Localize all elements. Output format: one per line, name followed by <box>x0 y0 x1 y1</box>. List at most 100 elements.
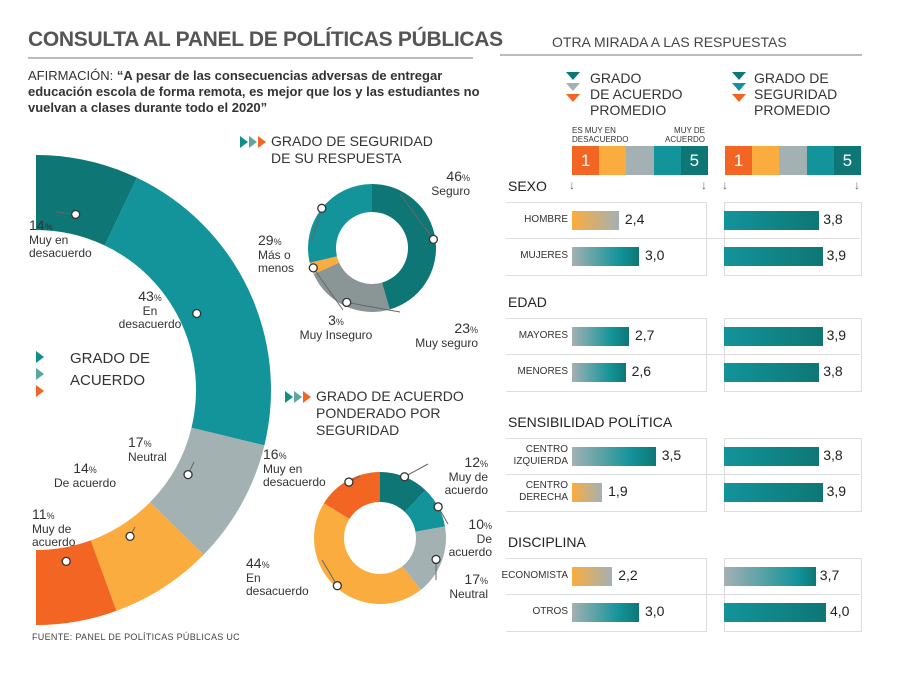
weighted-marker-0 <box>399 472 410 482</box>
security-data-label-0: 46% Seguro <box>420 169 470 198</box>
security-bar-1-0 <box>724 327 823 346</box>
legend-agreement-line1: GRADO <box>590 70 642 86</box>
weighted-data-label-3: 44% En desacuerdo <box>246 556 326 598</box>
weighted-data-label-0: 12% Muy de acuerdo <box>432 455 488 497</box>
security-value-3: 29% <box>258 232 282 248</box>
security-value-2-1: 3,9 <box>826 483 847 499</box>
row-label-0-0: HOMBRE <box>490 214 568 226</box>
agreement-bar-0-0 <box>572 211 619 230</box>
scale-arrow-icon: ↓ <box>722 178 728 192</box>
section-title-2: SENSIBILIDAD POLÍTICA <box>508 414 673 430</box>
security-value-1: 23% <box>454 320 478 336</box>
source-note: FUENTE: PANEL DE POLÍTICAS PÚBLICAS UC <box>32 632 240 642</box>
legend-security-line1: GRADO DE <box>754 70 829 86</box>
weighted-title-line3: SEGURIDAD <box>316 422 400 438</box>
legend-agreement-line3: PROMEDIO <box>590 102 667 118</box>
security-marker-2 <box>308 263 318 273</box>
scale-high-label: MUY DE ACUERDO <box>664 126 705 144</box>
security-bar-0-0 <box>724 211 820 230</box>
weighted-category-label-1-0: De <box>476 532 492 546</box>
weighted-leader-line-3 <box>321 559 338 586</box>
row-label-line-2-1-1: DERECHA <box>519 492 568 503</box>
agreement-value-1: 43% <box>138 288 162 304</box>
security-leader-line-2 <box>312 267 344 311</box>
row-label-line-2-0-0: CENTRO <box>525 444 568 455</box>
security-bar-0-1 <box>724 247 823 266</box>
section-title-0: SEXO <box>508 178 547 194</box>
agreement-value-4: 11% <box>32 506 55 522</box>
panel-security-3 <box>724 558 862 632</box>
security-scale-step-3 <box>779 146 807 175</box>
security-leader-line-1 <box>346 301 401 313</box>
security-bar-3-0 <box>724 567 816 586</box>
row-label-1-0: MAYORES <box>490 330 568 342</box>
security-marker-0 <box>428 234 439 245</box>
agreement-title-line1: GRADO DE ACUERDO <box>70 350 151 389</box>
panel-security-0 <box>724 202 862 276</box>
security-scale-step-2 <box>752 146 780 175</box>
page-title: CONSULTA AL PANEL DE POLÍTICAS PÚBLICAS <box>28 28 503 59</box>
agreement-category-label-2-0: Neutral <box>128 450 167 464</box>
agreement-bar-1-1 <box>572 363 626 382</box>
row-divider-0 <box>506 238 860 239</box>
security-category-label-2-0: Muy Inseguro <box>299 328 373 342</box>
agreement-category-label-4-1: acuerdo <box>32 535 76 549</box>
scale-step-1: 1 <box>572 146 600 175</box>
right-panel-title: OTRA MIRADA A LAS RESPUESTAS <box>500 34 862 56</box>
security-slice-0 <box>372 184 437 310</box>
weighted-title-line2: PONDERADO POR <box>316 405 441 421</box>
agreement-category-label-3-0: De acuerdo <box>53 476 117 490</box>
scale-arrow-icon: ↓ <box>701 178 707 192</box>
scale-step-4 <box>653 146 681 175</box>
weighted-marker-1 <box>433 502 443 512</box>
agreement-scale: 1 5 <box>572 146 709 175</box>
section-title-3: DISCIPLINA <box>508 534 586 550</box>
agreement-slice-3 <box>90 502 204 611</box>
row-label-line-2-1-0: CENTRO <box>525 480 568 491</box>
agreement-data-label-3: 14% De acuerdo <box>40 460 130 490</box>
row-label-2-0: CENTRO IZQUIERDA <box>490 444 568 468</box>
weighted-category-label-0-1: acuerdo <box>444 483 488 497</box>
security-scale-tick-1: 1 <box>733 150 744 170</box>
security-value-0-1: 3,9 <box>826 247 847 263</box>
legend-security-line3: PROMEDIO <box>754 102 831 118</box>
weighted-chart-title: GRADO DE ACUERDO PONDERADO POR SEGURIDAD <box>285 388 485 439</box>
agreement-value-1-1: 2,6 <box>631 363 652 379</box>
agreement-bar-3-1 <box>572 603 639 622</box>
scale-step-3 <box>626 146 654 175</box>
scale-tick-5: 5 <box>689 150 700 170</box>
security-slice-1 <box>313 262 390 313</box>
security-category-label-3-1: menos <box>258 261 295 275</box>
weighted-data-label-1: 10% De acuerdo <box>440 516 492 559</box>
row-label-line-2-0-1: IZQUIERDA <box>513 456 568 467</box>
scale-arrow-icon: ↓ <box>569 178 575 192</box>
weighted-value-1: 10% <box>468 516 492 532</box>
section-title-1: EDAD <box>508 294 547 310</box>
agreement-value-2-1: 1,9 <box>608 483 628 499</box>
weighted-marker-2 <box>431 554 441 565</box>
security-value-1-1: 3,8 <box>823 363 843 379</box>
security-title-line1: GRADO DE SEGURIDAD <box>271 133 433 149</box>
scale-tick-1: 1 <box>580 150 591 170</box>
weighted-title-line1: GRADO DE ACUERDO <box>316 388 464 404</box>
scale-step-2 <box>599 146 627 175</box>
agreement-value-3: 14% <box>73 460 97 476</box>
scale-step-5: 5 <box>680 146 709 175</box>
weighted-category-label-2-0: Neutral <box>449 587 488 601</box>
legend-agreement-icon <box>566 72 580 105</box>
agreement-slice-4 <box>36 540 117 625</box>
security-data-label-1: 23% Muy seguro <box>408 320 478 350</box>
panel-security-1 <box>724 318 862 392</box>
security-leader-line-3 <box>311 208 323 242</box>
security-scale: 1 5 <box>725 146 862 175</box>
row-label-3-0: ECONOMISTA <box>490 570 568 582</box>
agreement-value-1-0: 2,7 <box>634 327 655 343</box>
panel-agreement-2 <box>506 438 707 512</box>
agreement-category-label-1-1: desacuerdo <box>118 317 182 331</box>
row-label-line-1-1-0: MENORES <box>517 366 568 377</box>
weighted-marker-4 <box>344 477 354 487</box>
security-scale-step-5: 5 <box>833 146 862 175</box>
agreement-value-0-0: 2,4 <box>624 211 645 227</box>
statement-text: “A pesar de las consecuencias adversas d… <box>28 68 480 115</box>
